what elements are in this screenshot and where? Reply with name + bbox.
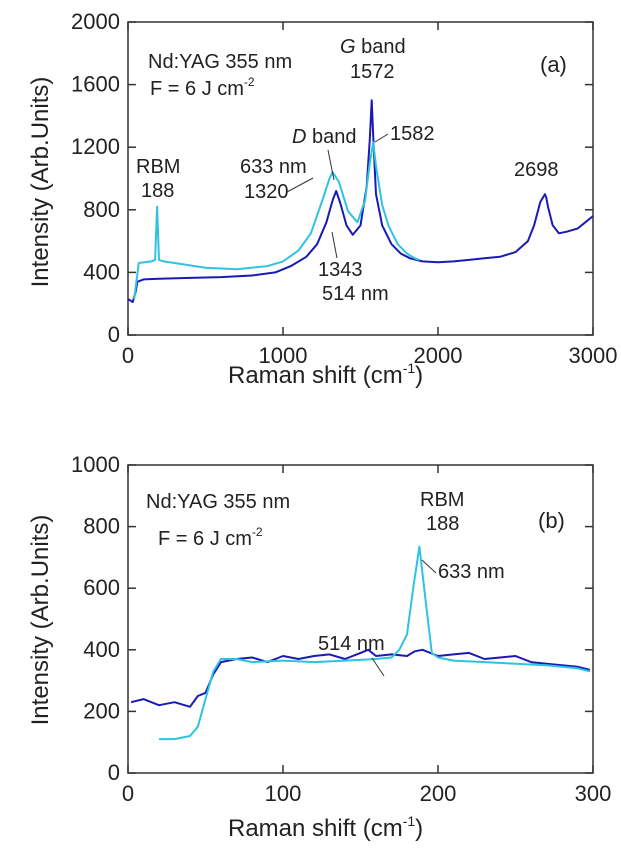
series-line-633-nm <box>133 141 420 300</box>
x-tick-label: 3000 <box>569 343 618 368</box>
x-tick-label: 0 <box>122 781 134 806</box>
y-tick-label: 400 <box>83 637 120 662</box>
ann-rbm-b-val: 188 <box>426 513 459 535</box>
panel-b-ylabel: Intensity (Arb.Units) <box>27 515 54 726</box>
y-tick-label: 2000 <box>71 9 120 34</box>
ann-rbm-b: RBM <box>420 489 464 511</box>
panel-b-header-line2: F = 6 J cm-2 <box>158 525 263 550</box>
panel-a-series <box>127 99 594 304</box>
ann-633-b: 633 nm <box>438 561 505 583</box>
panel-b-xlabel: Raman shift (cm-1) <box>228 813 423 842</box>
panel-a-ticks: 0 1000 2000 3000 0 400 800 1200 1600 2000 <box>71 9 617 368</box>
ann-rbm-a-val: 188 <box>141 180 174 202</box>
ann-2698: 2698 <box>514 159 559 181</box>
ann-633-a-val: 1320 <box>244 181 289 203</box>
y-tick-label: 200 <box>83 698 120 723</box>
panel-a-ylabel: Intensity (Arb.Units) <box>27 77 54 288</box>
panel-a-tag: (a) <box>540 52 567 77</box>
ann-1582: 1582 <box>390 123 435 145</box>
y-tick-label: 400 <box>83 259 120 284</box>
panel-a-xlabel: Raman shift (cm-1) <box>228 360 423 389</box>
y-tick-label: 0 <box>108 760 120 785</box>
ann-1343-leader <box>331 231 338 259</box>
ann-gband-val: 1572 <box>350 61 395 83</box>
ann-rbm-a: RBM <box>136 156 180 178</box>
panel-b: 0 100 200 300 0 200 400 600 800 1000 Nd:YAG 355 n… <box>27 452 611 842</box>
panel-b-tag: (b) <box>538 508 565 533</box>
ann-514-b: 514 nm <box>318 633 385 655</box>
panel-a-header-line1: Nd:YAG 355 nm <box>148 51 292 73</box>
x-tick-label: 2000 <box>414 343 463 368</box>
ann-514-a: 514 nm <box>322 283 389 305</box>
y-tick-label: 600 <box>83 575 120 600</box>
series-line-514-nm <box>130 648 591 708</box>
ann-633-a-leader <box>286 177 314 193</box>
x-tick-label: 200 <box>420 781 457 806</box>
panel-b-ticks: 0 100 200 300 0 200 400 600 800 1000 <box>71 452 611 806</box>
x-tick-label: 1000 <box>259 343 308 368</box>
panel-a-frame <box>127 21 594 336</box>
panel-b-frame <box>127 464 594 774</box>
series-line-633-nm <box>159 545 591 741</box>
panel-a-header-line2: F = 6 J cm-2 <box>150 75 255 100</box>
x-tick-label: 300 <box>575 781 612 806</box>
panel-b-header-line1: Nd:YAG 355 nm <box>146 491 290 513</box>
ann-gband: G band <box>340 36 406 58</box>
ann-1582-leader <box>374 133 389 143</box>
series-line-514-nm <box>127 99 594 304</box>
y-tick-label: 800 <box>83 197 120 222</box>
ann-dband-leader <box>327 149 335 181</box>
x-tick-label: 100 <box>265 781 302 806</box>
y-tick-label: 0 <box>108 322 120 347</box>
panel-b-series <box>130 545 591 741</box>
ann-514-b-leader <box>371 657 385 677</box>
ann-dband: D band <box>292 126 357 148</box>
y-tick-label: 1600 <box>71 72 120 97</box>
ann-633-b-leader <box>421 559 437 574</box>
y-tick-label: 1000 <box>71 452 120 477</box>
y-tick-label: 1200 <box>71 134 120 159</box>
panel-a: 0 1000 2000 3000 0 400 800 1200 1600 2000 Nd:YAG … <box>27 9 617 389</box>
y-tick-label: 800 <box>83 514 120 539</box>
ann-1343: 1343 <box>318 259 363 281</box>
x-tick-label: 0 <box>122 343 134 368</box>
ann-633-a: 633 nm <box>240 156 307 178</box>
